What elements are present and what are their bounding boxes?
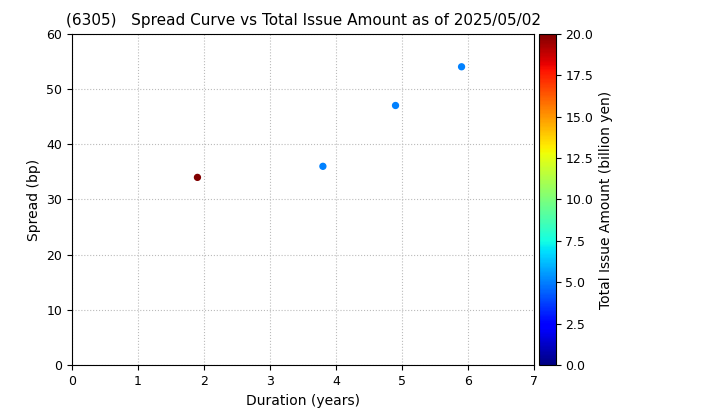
Point: [456, 63, 467, 70]
Y-axis label: Total Issue Amount (billion yen): Total Issue Amount (billion yen): [599, 90, 613, 309]
Point: [192, 174, 203, 181]
Point: [390, 102, 401, 109]
X-axis label: Duration (years): Duration (years): [246, 394, 360, 408]
Point: [317, 163, 328, 170]
Title: (6305)   Spread Curve vs Total Issue Amount as of 2025/05/02: (6305) Spread Curve vs Total Issue Amoun…: [66, 13, 541, 28]
Y-axis label: Spread (bp): Spread (bp): [27, 158, 41, 241]
